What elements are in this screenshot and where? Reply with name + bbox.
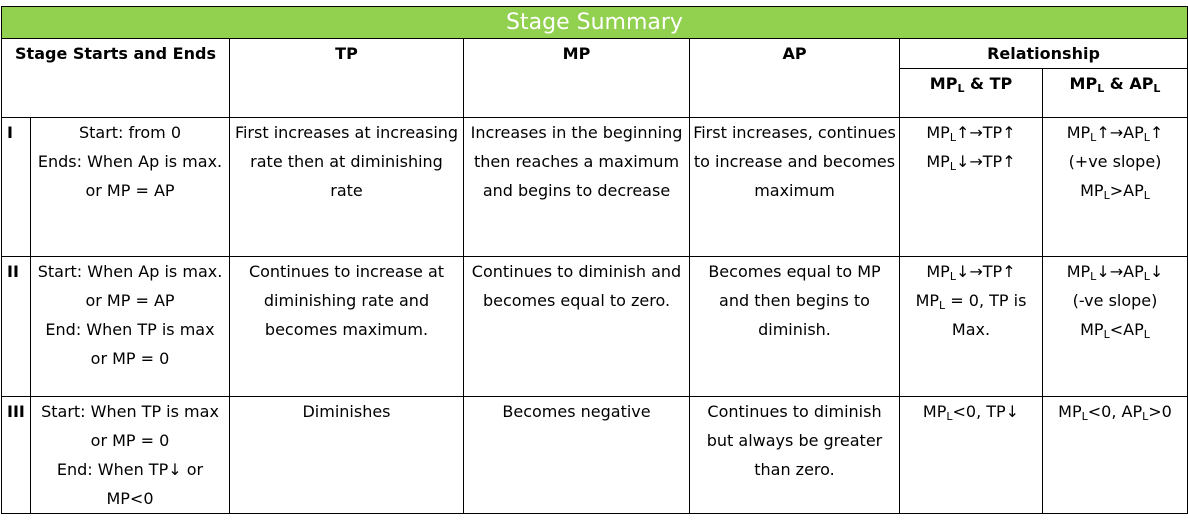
cell-line: MPL↑→APL↑ <box>1066 123 1164 144</box>
stage-number: I <box>1 117 31 257</box>
header-tp: TP <box>229 38 464 118</box>
mp-cell: Becomes negative <box>463 396 690 514</box>
stage-number: II <box>1 256 31 397</box>
cell-line: MPL↓→TP↑ <box>926 152 1016 173</box>
cell-line: or MP = AP <box>85 181 175 200</box>
stage-starts-ends: Start: When TP is max or MP = 0 End: When … <box>30 396 230 514</box>
cell-line: Start: When TP is max <box>41 402 219 421</box>
cell-line: MPL↓→APL↓ <box>1066 262 1164 283</box>
mp-cell: Increases in the beginning then reaches … <box>463 117 690 257</box>
table-title: Stage Summary <box>1 6 1188 39</box>
cell-line: MPL↑→TP↑ <box>926 123 1016 144</box>
mpl-tp-cell: MPL↓→TP↑ MPL = 0, TP is Max. <box>899 256 1043 397</box>
cell-line: (-ve slope) <box>1072 291 1158 310</box>
stage-starts-ends: Start: When Ap is max. or MP = AP End: Whe… <box>30 256 230 397</box>
cell-line: MPL<0, TP↓ <box>922 402 1020 423</box>
tp-cell: First increases at increasing rate then … <box>229 117 464 257</box>
table-row: I Start: from 0 Ends: When Ap is max. or M… <box>1 117 1188 257</box>
ap-cell: Continues to diminish but always be grea… <box>689 396 900 514</box>
cell-line: MPL>APL <box>1080 181 1150 202</box>
stage-starts-ends: Start: from 0 Ends: When Ap is max. or MP … <box>30 117 230 257</box>
cell-line: Start: When Ap is max. <box>37 262 223 281</box>
tp-cell: Continues to increase at diminishing rat… <box>229 256 464 397</box>
cell-line: Ends: When Ap is max. <box>37 152 223 171</box>
mpl-tp-cell: MPL↑→TP↑ MPL↓→TP↑ <box>899 117 1043 257</box>
cell-line: MPL<APL <box>1080 320 1150 341</box>
cell-line: End: When TP is max <box>45 320 215 339</box>
cell-line: or MP = 0 <box>90 349 170 368</box>
ap-cell: Becomes equal to MP and then begins to d… <box>689 256 900 397</box>
cell-line: End: When TP↓ or <box>56 460 204 479</box>
cell-line: MPL = 0, TP is <box>915 291 1027 312</box>
cell-line: Max. <box>951 320 991 339</box>
cell-line: MP<0 <box>106 489 154 508</box>
header-relationship: Relationship <box>899 38 1188 69</box>
mpl-tp-cell: MPL<0, TP↓ <box>899 396 1043 514</box>
table-row: II Start: When Ap is max. or MP = AP End: … <box>1 256 1188 397</box>
header-mp: MP <box>463 38 690 118</box>
header-stage: Stage Starts and Ends <box>1 38 230 118</box>
cell-line: MPL↓→TP↑ <box>926 262 1016 283</box>
mpl-apl-cell: MPL<0, APL>0 <box>1042 396 1188 514</box>
ap-cell: First increases, continues to increase a… <box>689 117 900 257</box>
cell-line: (+ve slope) <box>1068 152 1162 171</box>
mp-cell: Continues to diminish and becomes equal … <box>463 256 690 397</box>
mpl-apl-cell: MPL↓→APL↓ (-ve slope) MPL<APL <box>1042 256 1188 397</box>
cell-line: or MP = 0 <box>90 431 170 450</box>
header-mpl-tp: MPL & TP <box>899 68 1043 118</box>
cell-line: or MP = AP <box>85 291 175 310</box>
mpl-apl-cell: MPL↑→APL↑ (+ve slope) MPL>APL <box>1042 117 1188 257</box>
header-mpl-apl: MPL & APL <box>1042 68 1188 118</box>
stage-number: III <box>1 396 31 514</box>
cell-line: Start: from 0 <box>78 123 182 142</box>
header-ap: AP <box>689 38 900 118</box>
stage-summary-table: Stage Summary Stage Starts and Ends TP M… <box>1 6 1188 514</box>
cell-line: MPL<0, APL>0 <box>1058 402 1172 423</box>
tp-cell: Diminishes <box>229 396 464 514</box>
table-row: III Start: When TP is max or MP = 0 End: W… <box>1 396 1188 514</box>
